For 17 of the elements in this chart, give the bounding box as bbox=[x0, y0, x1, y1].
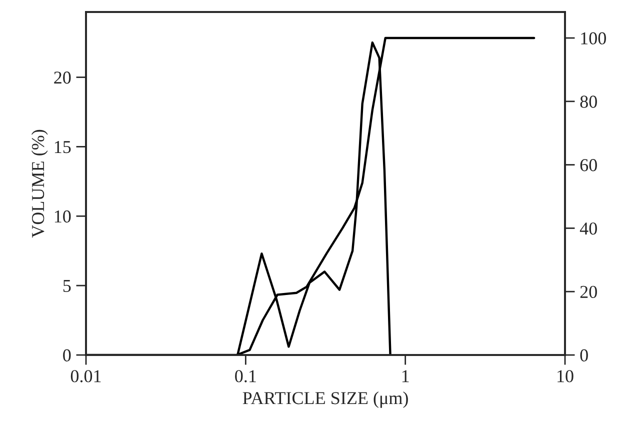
y-tick-label: 15 bbox=[54, 141, 71, 154]
y2-tick-label: 20 bbox=[580, 286, 597, 298]
y-axis-title: VOLUME (%) bbox=[31, 130, 48, 238]
y2-tick-label: 0 bbox=[580, 349, 588, 362]
y-tick-label: 10 bbox=[54, 210, 71, 223]
y2-tick-label: 40 bbox=[580, 222, 597, 235]
x-tick-label: 10 bbox=[558, 370, 574, 382]
x-tick-label: 0.1 bbox=[235, 370, 256, 382]
y-tick-label: 20 bbox=[54, 72, 71, 84]
x-tick-label: 1 bbox=[402, 370, 409, 382]
y2-tick-label: 100 bbox=[581, 32, 606, 44]
y2-tick-label: 80 bbox=[580, 96, 597, 108]
x-tick-label: 0.01 bbox=[70, 370, 101, 382]
y-tick-label: 0 bbox=[63, 349, 71, 362]
y-tick-label: 5 bbox=[63, 280, 71, 292]
x-axis-title: PARTICLE SIZE (μm) bbox=[242, 392, 408, 408]
y2-tick-label: 60 bbox=[580, 159, 597, 172]
